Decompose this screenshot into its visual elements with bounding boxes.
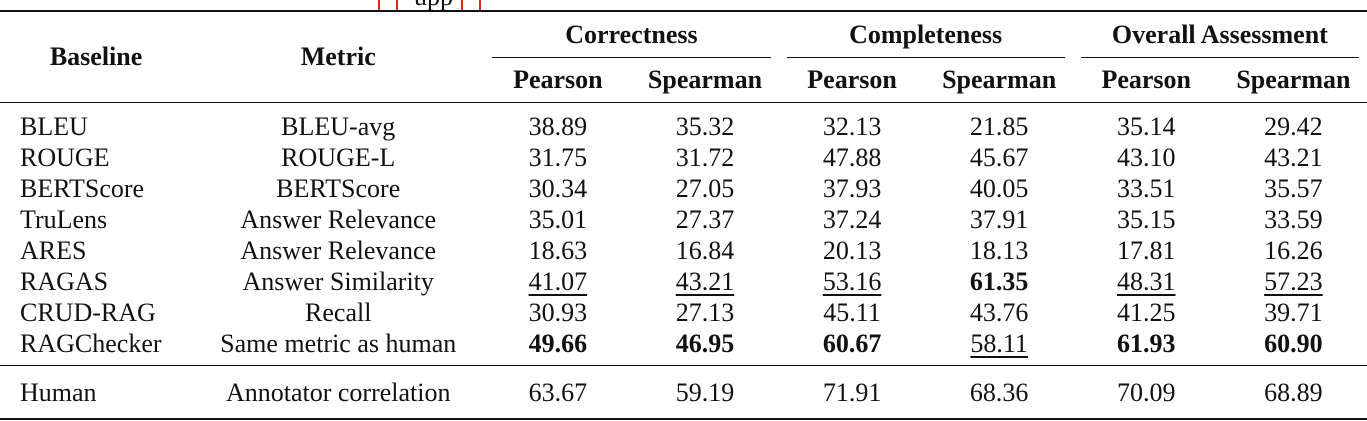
cell-metric: Answer Relevance — [240, 235, 437, 265]
header-metric: Metric — [192, 11, 485, 103]
cell-value: 16.26 — [1264, 235, 1323, 265]
cell-value: 60.67 — [778, 328, 926, 366]
cell-metric: Recall — [305, 297, 372, 327]
cell-value: 16.84 — [675, 235, 735, 265]
cell-value: 37.24 — [822, 204, 882, 234]
cell-value: 53.16 — [822, 266, 882, 296]
table-row: ARES Answer Relevance 18.63 16.84 20.13 18.13… — [0, 235, 1367, 266]
cell-value: 39.71 — [1264, 297, 1323, 327]
cell-value: 41.07 — [528, 266, 588, 296]
cell-value: 40.05 — [969, 173, 1029, 203]
table-body: BLEU BLEU-avg 38.89 35.32 32.13 21.85 35.14 29.… — [0, 103, 1367, 420]
table-row: BLEU BLEU-avg 38.89 35.32 32.13 21.85 35.14 29.… — [0, 103, 1367, 143]
cell-baseline: Human — [20, 378, 97, 407]
cell-metric: ROUGE-L — [281, 142, 396, 172]
table-row: CRUD-RAG Recall 30.93 27.13 45.11 43.76 41.25 3… — [0, 297, 1367, 328]
table-row: RAGAS Answer Similarity 41.07 43.21 53.16 61.… — [0, 266, 1367, 297]
header-sub-pearson: Pearson — [1072, 58, 1220, 103]
cell-value: 18.63 — [528, 235, 588, 265]
table-row: BERTScore BERTScore 30.34 27.05 37.93 40.05 33… — [0, 173, 1367, 204]
cell-value: 70.09 — [1117, 378, 1176, 407]
header-sub-spearman: Spearman — [631, 58, 779, 103]
cell-value: 30.34 — [528, 173, 588, 203]
cell-value: 35.01 — [528, 204, 588, 234]
cell-value: 31.75 — [528, 142, 588, 172]
cell-value: 35.32 — [675, 111, 735, 141]
cell-value: 33.59 — [1264, 204, 1323, 234]
cell-metric: Answer Relevance — [240, 204, 437, 234]
cell-value: 60.90 — [1219, 328, 1367, 366]
cell-value: 46.95 — [631, 328, 779, 366]
cell-value: 68.36 — [969, 378, 1029, 407]
cell-value: 27.05 — [675, 173, 735, 203]
cell-value: 43.76 — [969, 297, 1029, 327]
correlation-results-table: Baseline Metric Correctness Completeness… — [0, 10, 1367, 420]
cell-value: 45.11 — [823, 297, 881, 327]
cell-baseline: RAGChecker — [0, 328, 193, 366]
cell-value: 43.21 — [1264, 142, 1323, 172]
cell-value: 38.89 — [528, 111, 588, 141]
cell-value: 30.93 — [528, 297, 588, 327]
cell-value: 59.19 — [675, 378, 735, 407]
cell-value: 27.13 — [675, 297, 735, 327]
header-sub-pearson: Pearson — [778, 58, 926, 103]
header-group-correctness: Correctness — [484, 11, 778, 58]
cell-value: 58.11 — [925, 328, 1073, 366]
cell-metric: Answer Similarity — [242, 266, 434, 296]
cell-baseline: CRUD-RAG — [20, 297, 156, 327]
header-sub-spearman: Spearman — [1219, 58, 1367, 103]
cell-baseline: ARES — [20, 235, 87, 265]
cell-baseline: BERTScore — [20, 173, 145, 203]
caption-fragment-text: upp — [414, 0, 453, 12]
cell-value: 71.91 — [822, 378, 882, 407]
cell-value: 37.91 — [969, 204, 1029, 234]
cell-value: 20.13 — [822, 235, 882, 265]
cell-value: 27.37 — [675, 204, 735, 234]
cell-value: 35.14 — [1117, 111, 1176, 141]
header-group-overall-assessment: Overall Assessment — [1073, 11, 1367, 58]
header-sub-pearson: Pearson — [484, 58, 632, 103]
table-row: RAGChecker Same metric as human 49.66 46.95… — [0, 328, 1367, 366]
cell-value: 33.51 — [1117, 173, 1176, 203]
cell-value: 43.21 — [675, 266, 735, 296]
cell-metric: Annotator correlation — [225, 378, 451, 407]
table-row: ROUGE ROUGE-L 31.75 31.72 47.88 45.67 43.10 43.… — [0, 142, 1367, 173]
cell-baseline: RAGAS — [20, 266, 109, 296]
cell-value: 17.81 — [1117, 235, 1176, 265]
cell-value: 18.13 — [969, 235, 1029, 265]
cell-value: 37.93 — [822, 173, 882, 203]
cell-baseline: TruLens — [20, 204, 108, 234]
header-group-completeness: Completeness — [779, 11, 1073, 58]
table-row: TruLens Answer Relevance 35.01 27.37 37.24 37… — [0, 204, 1367, 235]
cell-value: 61.93 — [1072, 328, 1220, 366]
cell-value: 63.67 — [528, 378, 588, 407]
cell-metric: BERTScore — [276, 173, 401, 203]
cell-value: 57.23 — [1264, 266, 1323, 296]
cell-metric: Same metric as human — [192, 328, 485, 366]
cell-value: 31.72 — [675, 142, 735, 172]
cell-value: 35.57 — [1264, 173, 1323, 203]
cell-value: 45.67 — [969, 142, 1029, 172]
cell-value: 21.85 — [969, 111, 1029, 141]
cell-baseline: BLEU — [20, 111, 88, 141]
header-sub-spearman: Spearman — [925, 58, 1073, 103]
cell-baseline: ROUGE — [20, 142, 110, 172]
cell-value: 35.15 — [1117, 204, 1176, 234]
cell-value: 47.88 — [822, 142, 882, 172]
cell-value: 48.31 — [1117, 266, 1176, 296]
cell-value: 29.42 — [1264, 111, 1323, 141]
table-row-human: Human Annotator correlation 63.67 59.19 71.9… — [0, 366, 1367, 420]
header-baseline: Baseline — [0, 11, 193, 103]
cell-value: 32.13 — [822, 111, 882, 141]
cell-metric: BLEU-avg — [281, 111, 396, 141]
cell-value: 49.66 — [484, 328, 632, 366]
cell-value: 41.25 — [1117, 297, 1176, 327]
cell-value: 43.10 — [1117, 142, 1176, 172]
cell-value: 61.35 — [969, 266, 1029, 296]
cell-value: 68.89 — [1264, 378, 1323, 407]
